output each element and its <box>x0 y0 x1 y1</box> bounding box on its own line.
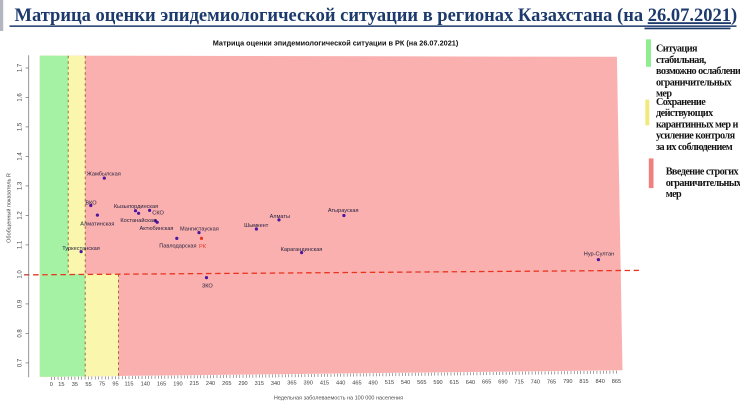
svg-text:Ситуация: Ситуация <box>656 44 698 55</box>
svg-text:740: 740 <box>531 379 540 385</box>
svg-text:515: 515 <box>385 380 394 386</box>
svg-text:115: 115 <box>125 382 134 388</box>
svg-text:мер: мер <box>666 189 682 200</box>
svg-text:465: 465 <box>352 380 361 386</box>
svg-text:1.4: 1.4 <box>18 152 24 161</box>
svg-text:15: 15 <box>58 382 64 388</box>
svg-text:0.8: 0.8 <box>18 329 24 338</box>
svg-text:СКО: СКО <box>152 211 164 217</box>
svg-text:Нур-Султан: Нур-Султан <box>584 252 614 258</box>
svg-text:315: 315 <box>255 381 264 387</box>
svg-text:1.5: 1.5 <box>18 122 24 131</box>
svg-text:1.3: 1.3 <box>18 181 24 190</box>
svg-text:55: 55 <box>85 382 91 388</box>
svg-text:Мангистауская: Мангистауская <box>180 226 219 232</box>
svg-text:Недельная заболеваемость на 10: Недельная заболеваемость на 100 000 насе… <box>274 395 403 401</box>
svg-text:140: 140 <box>141 382 150 388</box>
svg-text:действующих: действующих <box>656 108 714 119</box>
svg-text:165: 165 <box>157 381 166 387</box>
svg-text:ограничительных: ограничительных <box>656 77 733 88</box>
svg-text:765: 765 <box>547 379 556 385</box>
svg-text:Алматинская: Алматинская <box>80 221 114 227</box>
svg-text:75: 75 <box>99 382 105 388</box>
svg-text:340: 340 <box>271 381 280 387</box>
svg-text:665: 665 <box>482 380 491 386</box>
svg-text:840: 840 <box>596 379 605 385</box>
svg-text:35: 35 <box>72 382 78 388</box>
svg-text:1.1: 1.1 <box>18 240 24 249</box>
svg-text:190: 190 <box>173 381 182 387</box>
svg-text:715: 715 <box>514 380 523 386</box>
svg-text:карантинных мер и: карантинных мер и <box>656 119 739 130</box>
svg-text:615: 615 <box>450 380 459 386</box>
svg-text:Жамбылская: Жамбылская <box>87 172 121 178</box>
svg-text:за их соблюдением: за их соблюдением <box>656 142 733 153</box>
svg-text:290: 290 <box>238 381 247 387</box>
svg-text:Шымкент: Шымкент <box>244 223 269 229</box>
svg-text:Матрица оценки эпидемиологичес: Матрица оценки эпидемиологической ситуац… <box>15 6 738 26</box>
svg-text:Атырауская: Атырауская <box>328 208 359 214</box>
svg-text:Туркестанская: Туркестанская <box>62 246 100 252</box>
svg-text:Алматы: Алматы <box>270 214 290 220</box>
svg-text:565: 565 <box>417 380 426 386</box>
svg-text:0: 0 <box>50 382 53 388</box>
svg-text:390: 390 <box>304 381 313 387</box>
svg-text:Кызылординская: Кызылординская <box>114 204 158 210</box>
svg-text:Матрица оценки эпидемиологичес: Матрица оценки эпидемиологической ситуац… <box>213 39 459 48</box>
svg-text:1.0: 1.0 <box>18 270 24 279</box>
svg-text:ограничительных: ограничительных <box>666 178 740 189</box>
svg-text:стабильная,: стабильная, <box>656 55 707 66</box>
svg-text:865: 865 <box>612 379 621 385</box>
svg-text:240: 240 <box>206 381 215 387</box>
svg-text:1.2: 1.2 <box>18 211 24 220</box>
svg-text:Введение строгих: Введение строгих <box>666 167 740 178</box>
svg-text:усиление контроля: усиление контроля <box>656 131 736 142</box>
svg-text:РК: РК <box>199 244 207 250</box>
svg-text:0.7: 0.7 <box>18 358 24 367</box>
svg-text:415: 415 <box>320 381 329 387</box>
svg-text:1.7: 1.7 <box>18 63 24 72</box>
svg-text:440: 440 <box>336 380 345 386</box>
svg-text:ВКО: ВКО <box>85 200 97 206</box>
svg-text:Павлодарская: Павлодарская <box>159 244 196 250</box>
svg-text:815: 815 <box>579 379 588 385</box>
svg-text:490: 490 <box>368 380 377 386</box>
svg-text:640: 640 <box>466 380 475 386</box>
svg-text:265: 265 <box>222 381 231 387</box>
svg-text:Карагандинская: Карагандинская <box>281 247 323 253</box>
svg-text:95: 95 <box>112 382 118 388</box>
svg-text:Костанайская: Костанайская <box>120 217 156 224</box>
svg-text:Обобщенный показатель R: Обобщенный показатель R <box>5 173 12 243</box>
svg-text:365: 365 <box>287 381 296 387</box>
svg-text:590: 590 <box>433 380 442 386</box>
svg-text:Сохранение: Сохранение <box>656 97 706 108</box>
svg-text:возможно ослаблении: возможно ослаблении <box>656 66 740 77</box>
svg-text:мер: мер <box>656 89 672 100</box>
svg-text:540: 540 <box>401 380 410 386</box>
svg-text:ЗКО: ЗКО <box>202 283 214 289</box>
svg-text:Актюбинская: Актюбинская <box>140 226 174 232</box>
svg-text:690: 690 <box>498 380 507 386</box>
svg-text:0.9: 0.9 <box>18 299 24 308</box>
svg-text:1.6: 1.6 <box>18 93 24 102</box>
svg-text:215: 215 <box>190 381 199 387</box>
svg-text:790: 790 <box>563 379 572 385</box>
